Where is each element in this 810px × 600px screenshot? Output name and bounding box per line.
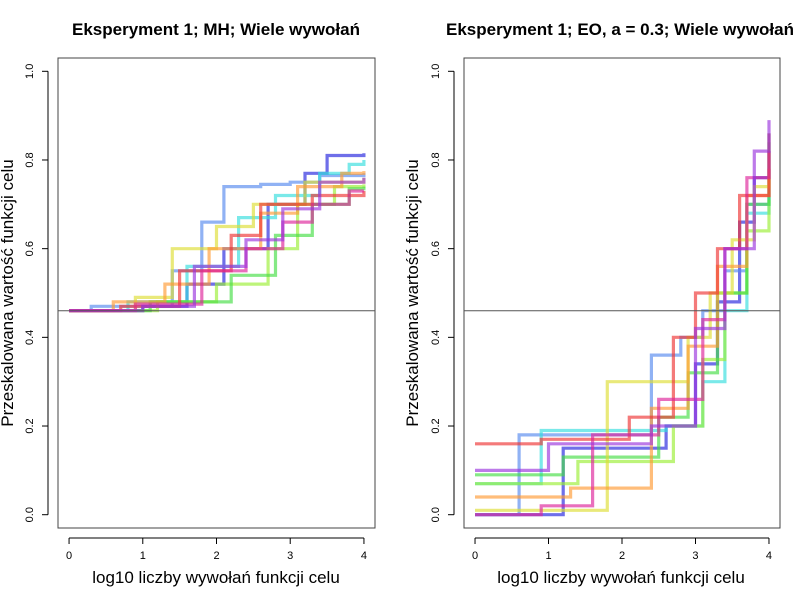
plot-frame <box>57 57 376 529</box>
y-tick-label: 0.6 <box>24 241 36 256</box>
y-tick-label: 0.8 <box>430 152 442 167</box>
y-tick-label: 0.0 <box>24 507 36 522</box>
x-tick-label: 4 <box>766 550 772 562</box>
series-line-10 <box>475 120 771 472</box>
series-line-8 <box>69 191 366 313</box>
x-tick-label: 3 <box>287 550 293 562</box>
y-tick-label: 0.4 <box>24 330 36 345</box>
y-tick-label: 0.4 <box>430 330 442 345</box>
y-axis-label: Przeskalowana wartość funkcji celu <box>403 159 422 426</box>
series-line-6 <box>69 177 366 313</box>
series-line-9 <box>475 151 771 517</box>
x-tick-label: 1 <box>545 550 551 562</box>
y-tick-label: 0.2 <box>430 418 442 433</box>
y-tick-label: 1.0 <box>430 64 442 79</box>
y-axis-label: Przeskalowana wartość funkcji celu <box>0 159 17 426</box>
chart-title: Eksperyment 1; MH; Wiele wywołań <box>72 20 360 39</box>
y-tick-label: 0.2 <box>24 418 36 433</box>
y-tick-label: 0.6 <box>430 241 442 256</box>
y-tick-label: 0.8 <box>24 152 36 167</box>
x-tick-label: 2 <box>213 550 219 562</box>
x-tick-label: 2 <box>619 550 625 562</box>
x-tick-label: 3 <box>692 550 698 562</box>
x-tick-label: 1 <box>140 550 146 562</box>
y-tick-label: 0.0 <box>430 507 442 522</box>
series-group <box>69 153 366 313</box>
x-tick-label: 4 <box>361 550 367 562</box>
x-axis-label: log10 liczby wywołań funkcji celu <box>497 568 745 587</box>
series-group <box>475 120 771 517</box>
series-line-10 <box>69 177 366 313</box>
series-line-9 <box>69 189 364 313</box>
chart-title: Eksperyment 1; EO, a = 0.3; Wiele wywoła… <box>446 20 794 39</box>
plot-frame <box>463 57 781 529</box>
x-axis-label: log10 liczby wywołań funkcji celu <box>92 568 340 587</box>
chart-panel-mh: Eksperyment 1; MH; Wiele wywołań log10 l… <box>0 20 376 587</box>
x-tick-label: 0 <box>472 550 478 562</box>
chart-panel-eo: Eksperyment 1; EO, a = 0.3; Wiele wywoła… <box>403 20 794 587</box>
x-tick-label: 0 <box>66 550 72 562</box>
y-tick-label: 1.0 <box>24 64 36 79</box>
